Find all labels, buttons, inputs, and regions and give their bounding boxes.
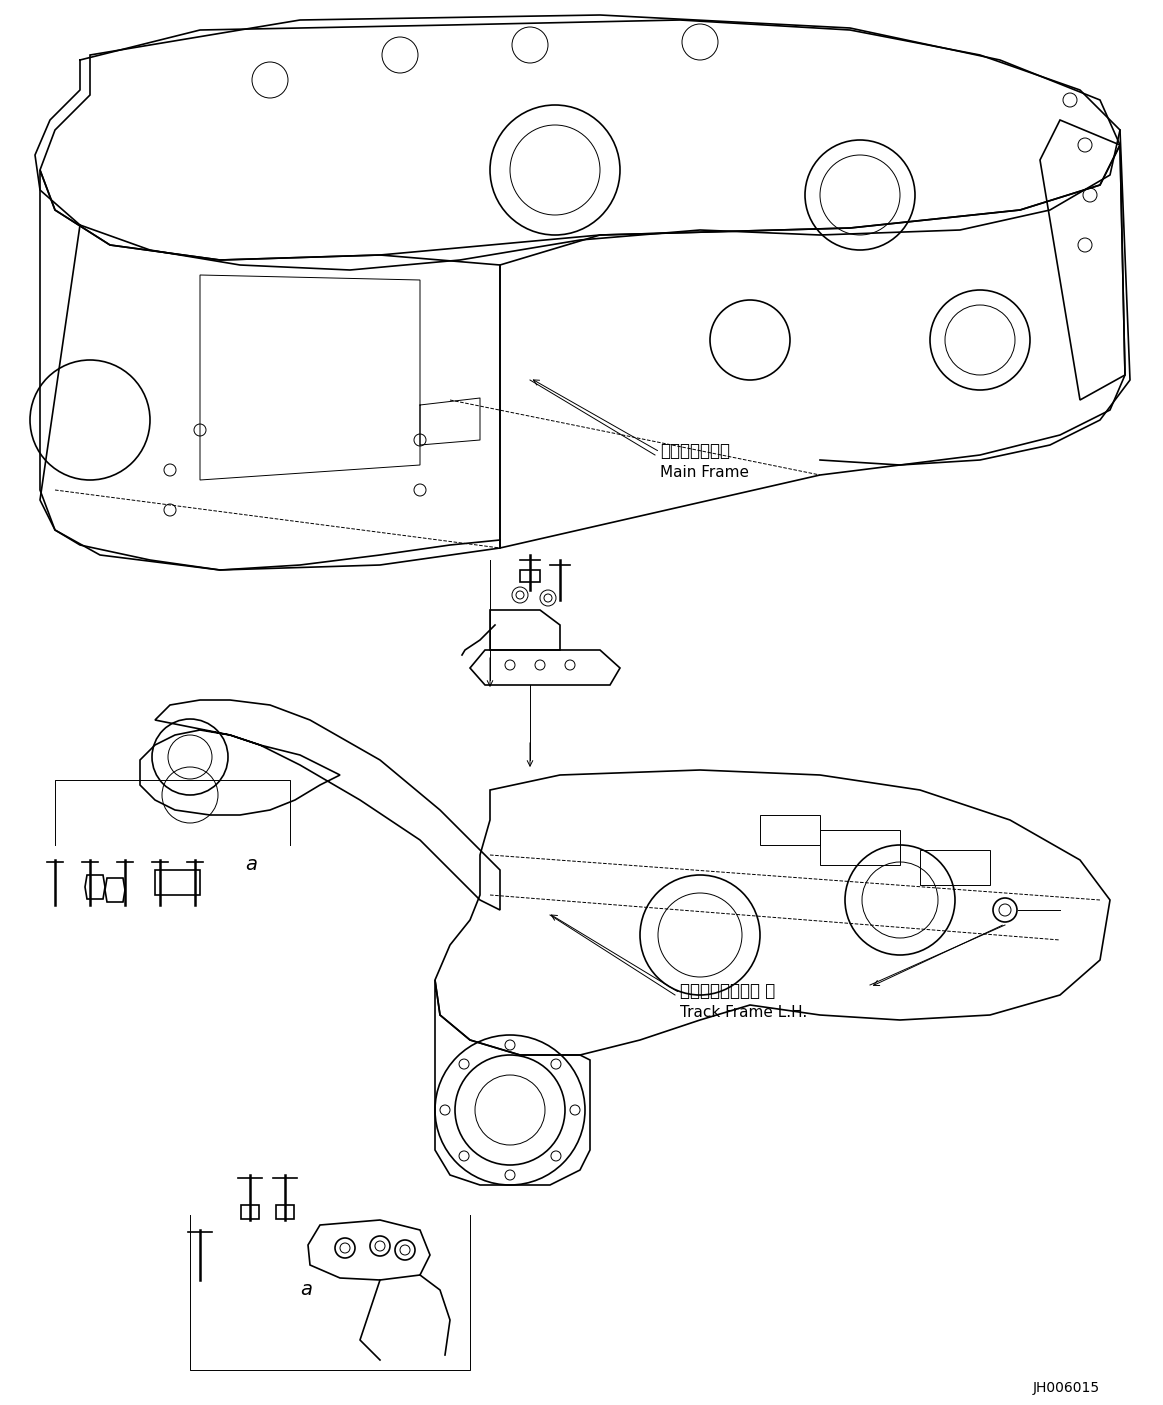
Text: トラックフレーム 左: トラックフレーム 左 (680, 982, 776, 1000)
Text: メインフレーム: メインフレーム (659, 443, 730, 459)
Text: Track Frame L.H.: Track Frame L.H. (680, 1005, 807, 1020)
Text: a: a (300, 1280, 312, 1300)
Text: Main Frame: Main Frame (659, 465, 749, 481)
Text: a: a (245, 856, 257, 874)
Text: JH006015: JH006015 (1033, 1381, 1100, 1395)
